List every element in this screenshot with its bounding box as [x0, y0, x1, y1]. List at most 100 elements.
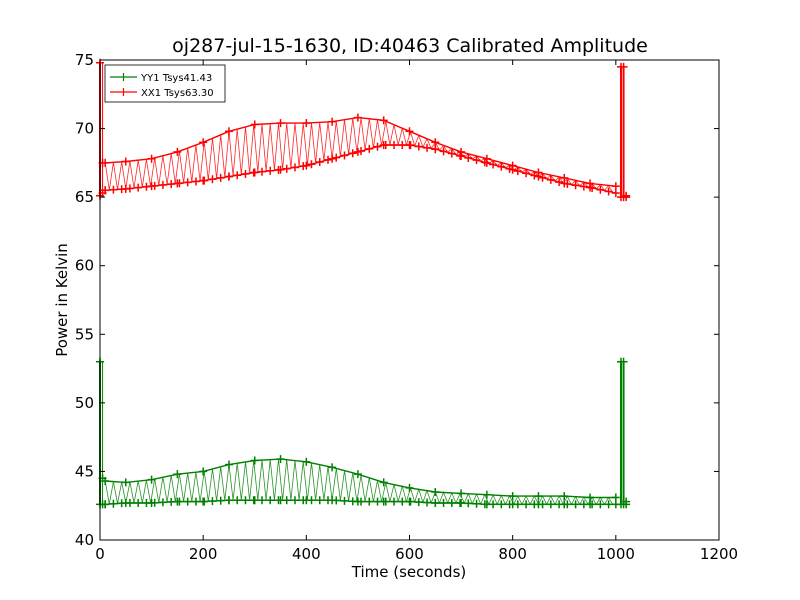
- series-marker: [464, 499, 473, 508]
- y-axis: 40 45 50 55 60 65 70 75: [75, 51, 719, 549]
- series-marker: [619, 62, 628, 71]
- series-marker: [611, 493, 620, 502]
- series-marker: [200, 497, 209, 506]
- series-marker: [274, 165, 283, 174]
- series-marker: [117, 185, 126, 194]
- series-marker: [398, 497, 407, 506]
- x-tick-label: 0: [95, 545, 105, 563]
- series-marker: [224, 172, 233, 181]
- series-marker: [290, 496, 299, 505]
- series-marker: [173, 147, 182, 156]
- series-1: [96, 58, 631, 202]
- y-tick-label: 55: [75, 325, 94, 343]
- series-marker: [365, 144, 374, 153]
- series-marker: [167, 180, 176, 189]
- series-marker: [302, 457, 311, 466]
- series-marker: [282, 164, 291, 173]
- legend-item: YY1 Tsys41.43: [110, 73, 212, 84]
- series-marker: [398, 141, 407, 150]
- series-marker: [142, 182, 151, 191]
- series-marker: [224, 127, 233, 136]
- series-marker: [257, 496, 266, 505]
- series-marker: [431, 488, 440, 496]
- series-marker: [134, 498, 143, 507]
- series-marker: [290, 163, 299, 172]
- series-marker: [299, 496, 308, 505]
- series-marker: [101, 500, 110, 509]
- series-marker: [175, 179, 184, 188]
- y-tick-label: 60: [75, 257, 94, 275]
- series-layer: [96, 58, 631, 509]
- series-marker: [167, 497, 176, 506]
- series-marker: [208, 175, 217, 184]
- series-marker: [257, 167, 266, 176]
- y-tick-label: 45: [75, 462, 94, 480]
- series-marker: [191, 177, 200, 186]
- series-marker: [328, 154, 337, 163]
- series-marker: [147, 154, 156, 163]
- series-marker: [546, 500, 555, 509]
- y-tick-label: 50: [75, 394, 94, 412]
- series-marker: [276, 455, 285, 464]
- series-marker: [538, 173, 547, 182]
- series-marker: [353, 113, 362, 122]
- series-marker: [353, 470, 362, 479]
- series-marker: [266, 166, 275, 175]
- series-marker: [121, 478, 130, 487]
- series-marker: [142, 498, 151, 507]
- series-marker: [173, 470, 182, 479]
- series-marker: [147, 475, 156, 484]
- legend: YY1 Tsys41.43 XX1 Tsys63.30: [104, 64, 226, 103]
- series-marker: [381, 497, 390, 506]
- series-marker: [406, 141, 415, 150]
- x-tick-label: 1000: [597, 545, 635, 563]
- series-marker: [266, 496, 275, 505]
- series-marker: [423, 143, 432, 152]
- series-marker: [216, 496, 225, 505]
- series-marker: [323, 155, 332, 164]
- series-marker: [249, 168, 258, 177]
- series-marker: [357, 497, 366, 506]
- series-marker: [619, 357, 628, 366]
- series-marker: [183, 497, 192, 506]
- series-marker: [489, 160, 498, 169]
- series-marker: [315, 158, 324, 167]
- series-marker: [233, 496, 242, 505]
- series-marker: [373, 142, 382, 151]
- x-axis-title: Time (seconds): [351, 563, 467, 581]
- y-tick-label: 40: [75, 531, 94, 549]
- series-marker: [117, 499, 126, 508]
- plot-area: 0 200 400 600 800 1000 1200 40 45 50 55 60 65 70 75: [75, 51, 738, 563]
- series-marker: [249, 496, 258, 505]
- series-marker: [480, 500, 489, 509]
- series-marker: [373, 497, 382, 506]
- series-marker: [405, 483, 414, 492]
- series-marker: [332, 153, 341, 162]
- series-marker: [497, 162, 506, 171]
- series-marker: [357, 147, 366, 156]
- series-marker: [456, 151, 465, 160]
- series-marker: [530, 171, 539, 180]
- series-marker: [604, 187, 613, 196]
- series-marker: [611, 189, 620, 198]
- series-marker: [323, 496, 332, 505]
- series-marker: [431, 145, 440, 154]
- series-0: [96, 357, 631, 509]
- series-marker: [101, 186, 110, 195]
- series-marker: [109, 185, 118, 194]
- series-marker: [588, 183, 597, 192]
- series-marker: [307, 496, 316, 505]
- y-axis-title: Power in Kelvin: [53, 243, 71, 357]
- series-trace: [104, 117, 614, 193]
- series-marker: [522, 169, 531, 178]
- chart-title: oj287-jul-15-1630, ID:40463 Calibrated A…: [172, 35, 648, 57]
- x-axis: 0 200 400 600 800 1000 1200: [95, 60, 738, 563]
- legend-item: XX1 Tsys63.30: [110, 88, 214, 99]
- series-marker: [472, 499, 481, 508]
- series-marker: [340, 496, 349, 505]
- series-marker: [513, 167, 522, 176]
- series-marker: [489, 500, 498, 509]
- series-marker: [555, 500, 564, 509]
- series-marker: [125, 184, 134, 193]
